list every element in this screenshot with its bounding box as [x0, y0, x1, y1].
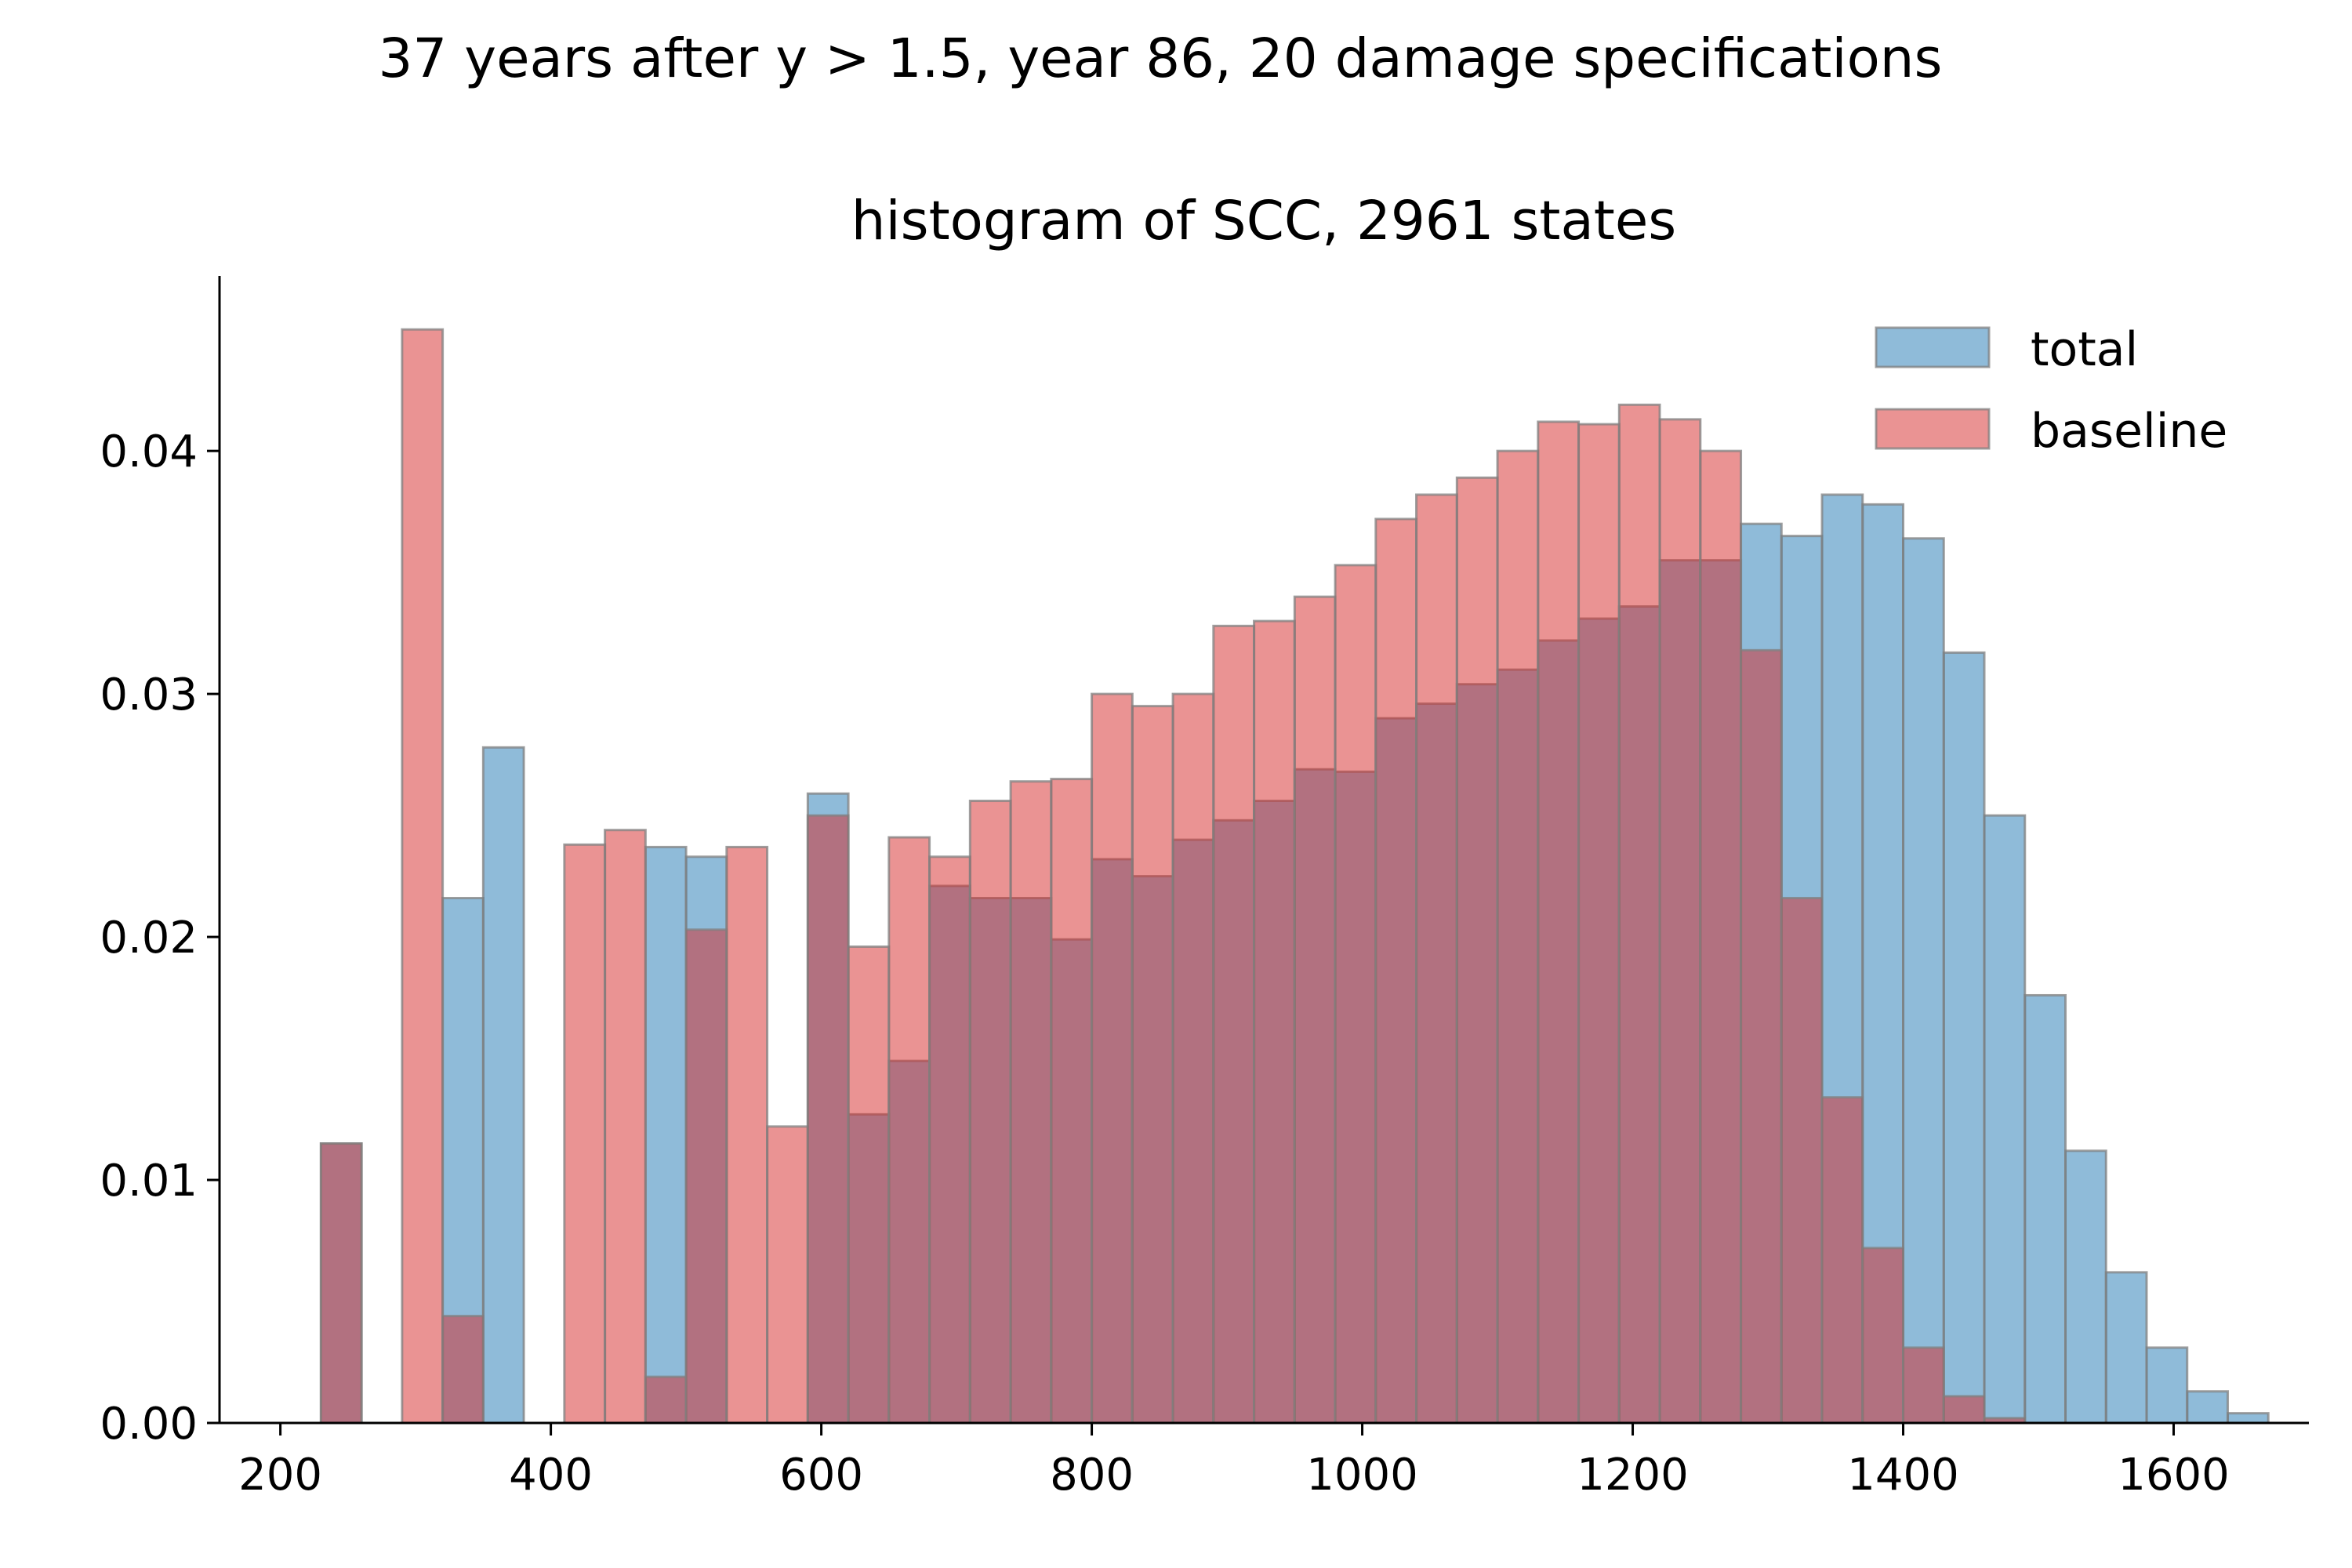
bar-total-40 — [1942, 651, 1986, 1425]
bar-baseline-32 — [1617, 403, 1661, 1425]
bar-baseline-7 — [604, 829, 647, 1425]
bars-layer — [319, 328, 2270, 1425]
legend: total baseline — [1875, 322, 2227, 459]
bar-baseline-33 — [1658, 418, 1702, 1425]
y-tick-label: 0.01 — [100, 1156, 198, 1207]
bar-total-44 — [2104, 1271, 2148, 1425]
bar-baseline-17 — [1009, 780, 1053, 1425]
bar-baseline-36 — [1780, 896, 1824, 1425]
bar-total-39 — [1902, 537, 1945, 1425]
y-tick-label: 0.00 — [100, 1399, 198, 1450]
y-tick-label: 0.02 — [100, 913, 198, 964]
x-tick-label: 400 — [509, 1450, 593, 1501]
bar-total-4 — [481, 746, 525, 1425]
bar-baseline-15 — [928, 855, 971, 1425]
bar-baseline-16 — [968, 800, 1012, 1425]
bar-baseline-21 — [1171, 692, 1215, 1425]
bar-baseline-0 — [319, 1142, 363, 1425]
chart-title: histogram of SCC, 2961 states — [851, 190, 1676, 252]
figure-suptitle: 37 years after y > 1.5, year 86, 20 dama… — [379, 27, 1943, 90]
x-tick-label: 200 — [238, 1450, 322, 1501]
y-axis-ticks: 0.00 0.01 0.02 0.03 0.04 — [100, 426, 220, 1450]
bar-baseline-39 — [1902, 1346, 1945, 1425]
legend-swatch-baseline — [1875, 408, 1991, 450]
x-tick-label: 1600 — [2118, 1450, 2230, 1501]
bar-baseline-26 — [1374, 517, 1418, 1425]
bar-baseline-9 — [684, 928, 728, 1425]
legend-label-total: total — [2031, 322, 2138, 377]
bar-baseline-40 — [1942, 1395, 1986, 1425]
bar-baseline-31 — [1577, 423, 1621, 1425]
x-tick-label: 1400 — [1847, 1450, 1959, 1501]
x-tick-label: 1200 — [1577, 1450, 1689, 1501]
bar-baseline-24 — [1293, 595, 1337, 1425]
bar-baseline-23 — [1253, 619, 1296, 1425]
bar-baseline-27 — [1415, 493, 1458, 1425]
bar-total-45 — [2145, 1346, 2189, 1425]
bar-baseline-19 — [1091, 692, 1134, 1425]
x-tick-label: 1000 — [1306, 1450, 1418, 1501]
bar-baseline-10 — [725, 845, 769, 1425]
bar-total-41 — [1983, 814, 2027, 1425]
y-tick-label: 0.03 — [100, 670, 198, 720]
bar-baseline-12 — [806, 814, 850, 1425]
bar-baseline-6 — [563, 843, 607, 1425]
bar-baseline-11 — [766, 1125, 809, 1425]
axes-layer — [218, 276, 2309, 1425]
bar-total-8 — [644, 845, 688, 1425]
bar-baseline-30 — [1537, 420, 1581, 1425]
bar-baseline-22 — [1212, 624, 1256, 1425]
bar-baseline-29 — [1496, 449, 1540, 1425]
bar-total-47 — [2227, 1412, 2270, 1425]
bar-baseline-8 — [644, 1375, 688, 1425]
bar-baseline-37 — [1820, 1096, 1864, 1425]
y-tick-label: 0.04 — [100, 426, 198, 477]
bar-baseline-2 — [401, 328, 445, 1425]
bar-total-43 — [2064, 1149, 2107, 1425]
bar-baseline-18 — [1050, 778, 1094, 1425]
bar-baseline-13 — [847, 945, 891, 1425]
bar-total-46 — [2186, 1390, 2230, 1425]
bar-baseline-3 — [441, 1315, 485, 1425]
bar-baseline-38 — [1861, 1247, 1905, 1425]
legend-swatch-total — [1875, 326, 1991, 368]
legend-label-baseline: baseline — [2031, 404, 2227, 459]
x-axis-ticks: 200 400 600 800 1000 1200 1400 1600 — [238, 1423, 2230, 1501]
bar-total-42 — [2024, 993, 2067, 1425]
bar-baseline-28 — [1455, 476, 1499, 1425]
bar-baseline-14 — [887, 836, 931, 1425]
bar-baseline-35 — [1740, 648, 1783, 1425]
bar-baseline-25 — [1334, 564, 1377, 1425]
x-tick-label: 600 — [779, 1450, 863, 1501]
bar-baseline-34 — [1699, 449, 1743, 1425]
x-tick-label: 800 — [1050, 1450, 1134, 1501]
bar-baseline-20 — [1131, 705, 1174, 1425]
